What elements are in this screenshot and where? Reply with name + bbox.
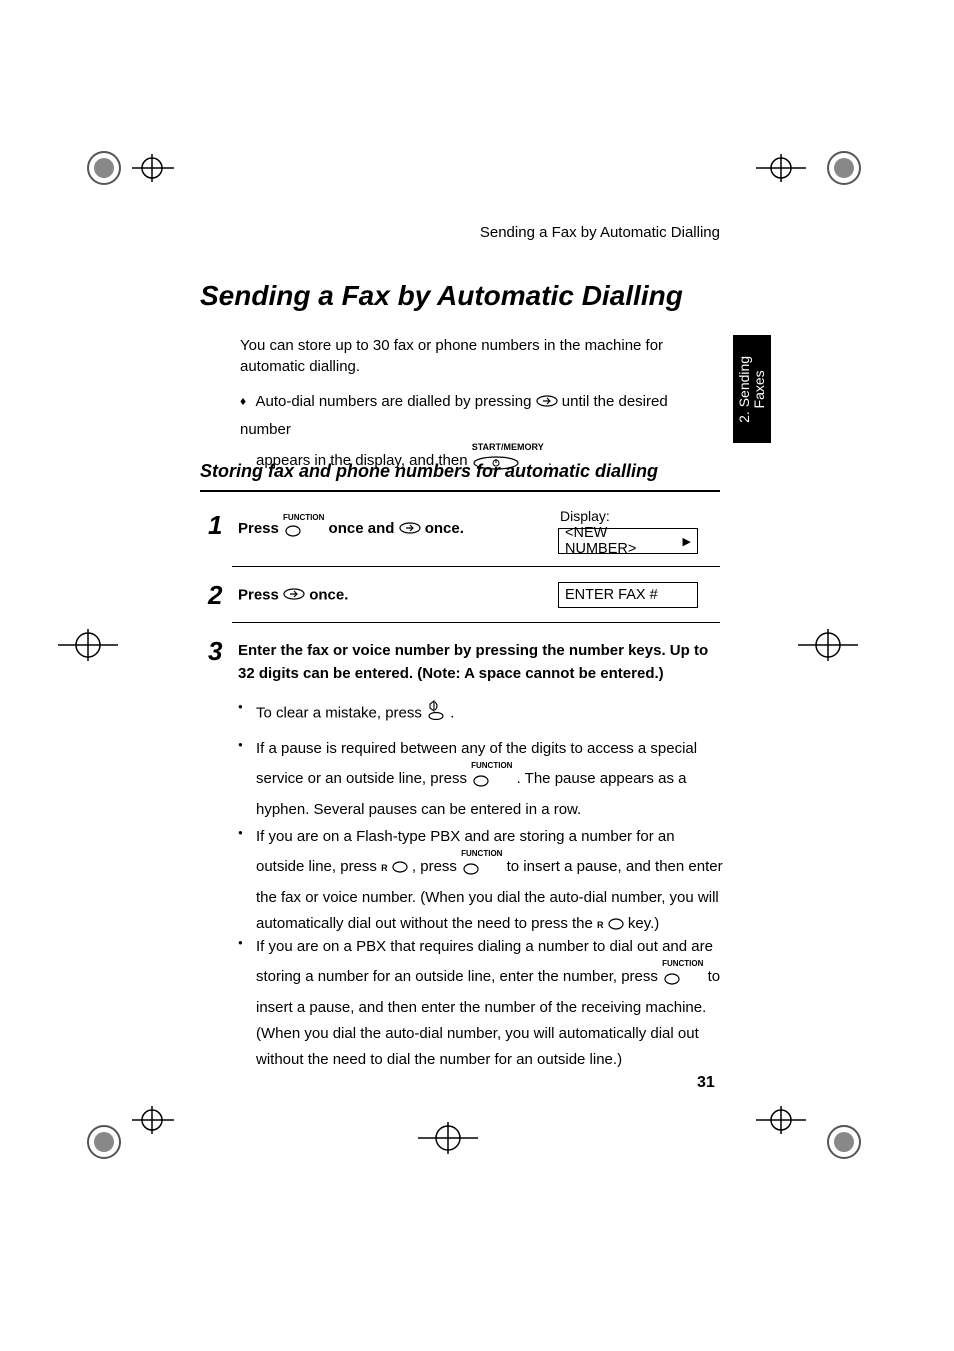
running-header: Sending a Fax by Automatic Dialling (200, 224, 720, 241)
step3-b3-d: key.) (628, 915, 659, 932)
regmark-bottom-center (418, 1118, 478, 1158)
display-box-2: ENTER FAX # (558, 582, 698, 608)
step-num-1: 1 (208, 510, 222, 541)
arrow-right-button-icon (399, 518, 421, 542)
divider-thin-1 (232, 566, 720, 567)
step3-b4-a: If you are on a PBX that requires dialin… (256, 938, 713, 985)
diamond-icon: ♦ (240, 391, 246, 413)
triangle-right-icon: ▶ (683, 535, 691, 548)
regmark-top-right (756, 148, 866, 188)
regmark-mid-left (58, 625, 118, 665)
step3-b1-b: . (450, 705, 454, 722)
display-label: Display: (560, 508, 610, 524)
step3-bullet-4: If you are on a PBX that requires dialin… (256, 934, 726, 1073)
regmark-mid-right (798, 625, 858, 665)
step2-text-b: once. (309, 587, 348, 604)
r-button-icon: R (381, 854, 408, 880)
step3-bullet-1: To clear a mistake, press . (256, 698, 726, 729)
arrow-right-button-icon (283, 584, 305, 608)
display-value-2: ENTER FAX # (565, 587, 658, 603)
regmark-bottom-left (84, 1100, 174, 1160)
tab-line-1: 2. Sending (736, 356, 752, 423)
page-title: Sending a Fax by Automatic Dialling (200, 280, 683, 312)
step1-text-c: once. (425, 520, 464, 537)
step-num-2: 2 (208, 580, 222, 611)
display-value-1: <NEW NUMBER> (565, 525, 683, 557)
arrow-right-button-icon (536, 389, 558, 416)
step3-bullet-2: If a pause is required between any of th… (256, 736, 726, 823)
tab-line-2: Faxes (751, 370, 767, 408)
regmark-bottom-right (756, 1100, 866, 1160)
step3-text: Enter the fax or voice number by pressin… (238, 640, 718, 685)
step3-b3-b: , press (412, 858, 461, 875)
bullet-text-a: Auto-dial numbers are dialled by pressin… (255, 393, 535, 410)
step1-text-b: once and (329, 520, 399, 537)
function-button-icon: FUNCTION (471, 762, 512, 796)
step3-b1-a: To clear a mistake, press (256, 705, 426, 722)
display-box-1: <NEW NUMBER> ▶ (558, 528, 698, 554)
divider-thick (200, 490, 720, 492)
divider-thin-2 (232, 622, 720, 623)
step1-text-a: Press (238, 520, 283, 537)
step-num-3: 3 (208, 636, 222, 667)
chapter-tab: 2. Sending Faxes (733, 335, 771, 443)
function-button-icon: FUNCTION (662, 960, 703, 994)
step3-bullet-3: If you are on a Flash-type PBX and are s… (256, 824, 726, 937)
intro-paragraph: You can store up to 30 fax or phone numb… (240, 335, 695, 377)
function-button-icon: FUNCTION (461, 850, 502, 884)
subheading: Storing fax and phone numbers for automa… (200, 461, 658, 482)
manual-page: Sending a Fax by Automatic Dialling Send… (0, 0, 954, 1351)
speaker-button-icon (426, 698, 446, 729)
page-number: 31 (697, 1074, 715, 1092)
step-3: 3 Enter the fax or voice number by press… (208, 640, 720, 685)
step2-text-a: Press (238, 587, 283, 604)
function-button-icon: FUNCTION (283, 514, 324, 545)
regmark-top-left (84, 148, 174, 188)
